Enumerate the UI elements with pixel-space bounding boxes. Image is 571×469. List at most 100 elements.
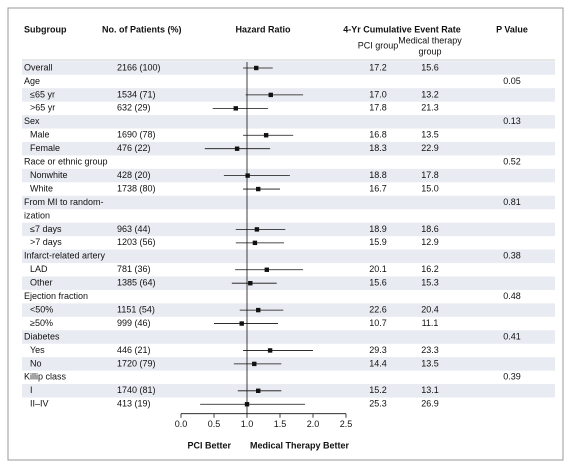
pci-rate: 25.3: [369, 399, 387, 409]
row-label: Yes: [30, 345, 45, 355]
hr-marker: [256, 388, 261, 393]
pci-rate: 20.1: [369, 264, 387, 274]
pci-rate: 17.2: [369, 62, 387, 72]
row-label: Killip class: [24, 372, 67, 382]
pci-rate: 16.7: [369, 183, 387, 193]
patients: 632 (29): [117, 103, 151, 113]
hr-marker: [252, 361, 257, 367]
hr-marker: [252, 240, 258, 246]
row-label: White: [30, 183, 53, 193]
hr-marker: [245, 173, 250, 178]
hr-marker: [256, 186, 261, 192]
row-label: ≥50%: [30, 318, 53, 328]
pci-rate: 15.6: [369, 278, 387, 288]
pci-rate: 15.9: [369, 237, 387, 247]
medical-rate: 17.8: [421, 170, 439, 180]
header-subgroup: Subgroup: [24, 24, 67, 34]
row-label: >7 days: [30, 237, 62, 247]
patients: 1738 (80): [117, 183, 156, 193]
row-label: Overall: [24, 62, 53, 72]
hr-marker: [234, 146, 240, 151]
medical-rate: 13.1: [421, 385, 439, 395]
x-tick-label: 1.0: [241, 419, 254, 429]
pci-rate: 18.9: [369, 224, 387, 234]
medical-rate: 21.3: [421, 103, 439, 113]
row-label: ≤65 yr: [30, 89, 55, 99]
row-label: Age: [24, 76, 40, 86]
medical-rate: 15.3: [421, 278, 439, 288]
patients: 413 (19): [117, 399, 151, 409]
patients: 1740 (81): [117, 385, 156, 395]
row-label: Male: [30, 130, 50, 140]
p-value: 0.38: [503, 251, 521, 261]
header-p-value: P Value: [496, 24, 528, 34]
header-medical: group: [418, 46, 441, 56]
hr-marker: [263, 133, 269, 138]
p-value: 0.41: [503, 331, 521, 341]
x-tick-label: 0.0: [175, 419, 188, 429]
row-label: ≤7 days: [30, 224, 62, 234]
pci-rate: 17.0: [369, 89, 387, 99]
row-label: Race or ethnic group: [24, 157, 108, 167]
row-shade: [22, 195, 555, 210]
pci-rate: 15.2: [369, 385, 387, 395]
row-shade: [22, 141, 555, 156]
row-shade: [22, 357, 555, 371]
patients: 999 (46): [117, 318, 151, 328]
medical-rate: 15.0: [421, 183, 439, 193]
pci-rate: 22.6: [369, 304, 387, 314]
hr-marker: [264, 267, 269, 272]
p-value: 0.13: [503, 116, 521, 126]
hr-marker: [233, 106, 238, 111]
row-label: Infarct-related artery: [24, 251, 106, 261]
pci-rate: 10.7: [369, 318, 387, 328]
row-label: ization: [24, 210, 50, 220]
pci-rate: 18.8: [369, 170, 387, 180]
row-shade: [22, 303, 555, 317]
row-label: Sex: [24, 116, 40, 126]
x-tick-label: 2.0: [307, 419, 320, 429]
hr-marker: [267, 348, 273, 353]
hr-marker: [248, 281, 253, 286]
header-medical: Medical therapy: [398, 35, 462, 45]
row-label: <50%: [30, 304, 53, 314]
medical-rate: 16.2: [421, 264, 439, 274]
header-hazard-ratio: Hazard Ratio: [235, 24, 291, 34]
patients: 1385 (64): [117, 278, 156, 288]
medical-rate: 12.9: [421, 237, 439, 247]
row-label: I: [30, 385, 33, 395]
x-tick-label: 0.5: [208, 419, 221, 429]
header-patients: No. of Patients (%): [102, 24, 182, 34]
row-label: Ejection fraction: [24, 291, 88, 301]
row-label: >65 yr: [30, 103, 55, 113]
medical-rate: 15.6: [421, 62, 439, 72]
x-label-right: Medical Therapy Better: [250, 440, 350, 450]
patients: 781 (36): [117, 264, 151, 274]
row-label: Nonwhite: [30, 170, 68, 180]
patients: 1720 (79): [117, 358, 156, 368]
header-pci: PCI group: [358, 40, 399, 50]
hr-marker: [254, 65, 259, 71]
row-label: II–IV: [30, 399, 49, 409]
row-label: No: [30, 358, 42, 368]
row-shade: [22, 249, 555, 264]
medical-rate: 26.9: [421, 399, 439, 409]
p-value: 0.39: [503, 372, 521, 382]
medical-rate: 23.3: [421, 345, 439, 355]
hr-marker: [268, 92, 273, 98]
x-label-left: PCI Better: [187, 440, 231, 450]
p-value: 0.81: [503, 197, 521, 207]
medical-rate: 20.4: [421, 304, 439, 314]
patients: 1690 (78): [117, 130, 156, 140]
hr-marker: [256, 307, 261, 313]
medical-rate: 11.1: [422, 318, 439, 328]
patients: 2166 (100): [117, 62, 161, 72]
row-shade: [22, 276, 555, 290]
x-tick-label: 2.5: [340, 419, 353, 429]
row-shade: [22, 115, 555, 129]
row-shade: [22, 384, 555, 398]
medical-rate: 22.9: [421, 143, 439, 153]
row-label: Other: [30, 278, 53, 288]
